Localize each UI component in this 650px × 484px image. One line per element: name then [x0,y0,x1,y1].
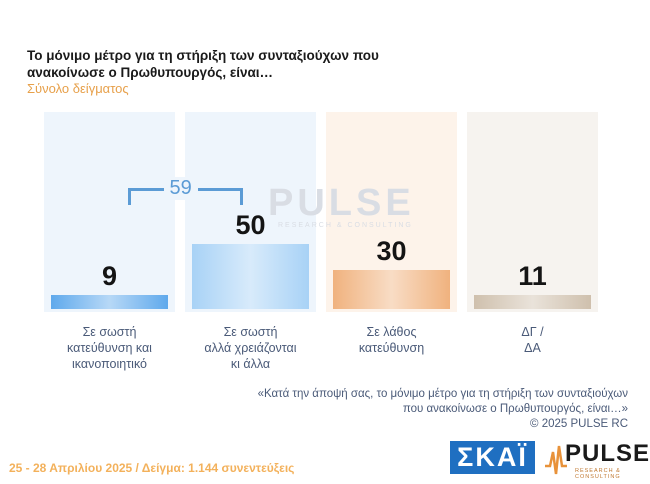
group-total-label: 59 [163,177,198,200]
bar [51,295,168,309]
category-label: Σε λάθος κατεύθυνση [317,324,467,356]
category-label-line: Σε σωστή [223,325,278,339]
pulse-wave-icon [545,445,567,475]
bar-value-label: 9 [101,261,118,291]
category-label-line: αλλά χρειάζονται [204,341,297,355]
bar-value-label: 50 [235,210,266,240]
chart-subtitle: Σύνολο δείγματος [27,81,129,96]
category-label-line: Σε λάθος [366,325,417,339]
skai-logo: ΣΚΑΪ [450,441,535,474]
question-line-1: «Κατά την άποψή σας, το μόνιμο μέτρο για… [257,388,628,400]
pulse-logo-text: PULSE [565,440,650,467]
pulse-logo-subtitle: RESEARCH & CONSULTING [575,468,621,480]
fieldwork-dates: 25 - 28 Απριλίου 2025 / Δείγμα: 1.144 συ… [9,461,295,475]
category-label-line: κατεύθυνση και [67,341,152,355]
question-line-2: που ανακοίνωσε ο Πρωθυπουργός, είναι…» [402,403,628,415]
category-label-line: ΔΑ [524,341,541,355]
question-footnote: «Κατά την άποψή σας, το μόνιμο μέτρο για… [208,387,628,432]
bar [192,244,309,309]
bar-panel [44,112,175,312]
category-label-line: κι άλλα [230,357,271,371]
category-label-line: ΔΓ / [521,325,544,339]
copyright-line: © 2025 PULSE RC [530,418,628,430]
bar-value-label: 11 [518,260,547,291]
bar [474,294,591,309]
watermark-logo: PULSE [268,182,415,224]
category-label: ΔΓ / ΔΑ [458,324,608,356]
category-label-line: ικανοποιητικό [71,357,148,371]
category-label-line: Σε σωστή [82,325,137,339]
category-label: Σε σωστή κατεύθυνση και ικανοποιητικό [35,324,185,372]
pulse-logo: PULSE RESEARCH & CONSULTING [545,440,649,480]
chart-title: Το μόνιμο μέτρο για τη στήριξη των συντα… [27,48,379,80]
category-label: Σε σωστή αλλά χρειάζονται κι άλλα [176,324,326,372]
bar [333,270,450,309]
bar-panel [467,112,598,312]
bar-value-label: 30 [376,236,407,266]
category-label-line: κατεύθυνση [358,341,425,355]
watermark-subtitle: RESEARCH & CONSULTING [278,222,413,229]
